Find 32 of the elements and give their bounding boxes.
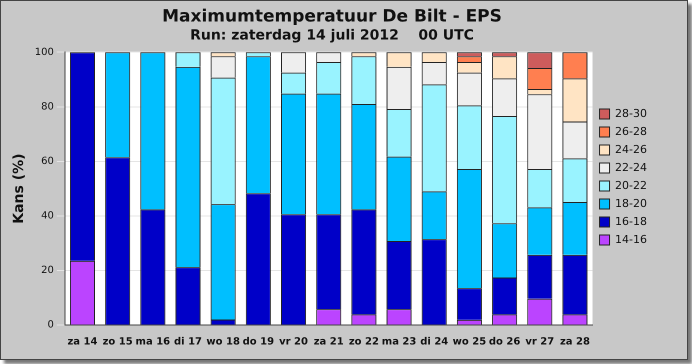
x-tick-label: wo 25	[452, 336, 486, 348]
y-tick-label: 80	[41, 101, 54, 112]
y-axis-title: Kans (%)	[11, 153, 28, 224]
y-tick-label: 40	[41, 210, 54, 222]
y-tick-label: 0	[48, 320, 54, 331]
legend-label: 24-26	[615, 142, 648, 156]
legend-label: 14-16	[615, 232, 648, 246]
x-tick-label: vr 20	[279, 336, 308, 348]
legend-label: 26-28	[615, 124, 648, 138]
x-tick-label: di 17	[174, 336, 202, 348]
x-tick-label: wo 18	[206, 336, 240, 348]
chart-subtitle: Run: zaterdag 14 juli 2012 00 UTC	[190, 27, 474, 44]
x-tick-label: zo 22	[348, 336, 379, 348]
legend-label: 18-20	[615, 196, 648, 210]
y-tick-label: 20	[41, 265, 54, 276]
legend-label: 22-24	[615, 160, 648, 174]
legend-label: 16-18	[615, 214, 648, 228]
x-tick-label: vr 27	[525, 336, 554, 348]
chart-title: Maximumtemperatuur De Bilt - EPS	[162, 6, 502, 27]
x-tick-label: za 14	[67, 336, 98, 348]
x-tick-label: do 26	[488, 336, 520, 348]
x-tick-label: do 19	[242, 336, 274, 348]
x-tick-label: za 28	[560, 336, 590, 348]
x-tick-label: za 21	[314, 336, 344, 348]
y-tick-label: 100	[34, 46, 54, 58]
x-tick-label: zo 15	[102, 336, 133, 348]
x-tick-label: ma 23	[382, 336, 416, 348]
legend-label: 20-22	[615, 178, 648, 192]
x-tick-label: ma 16	[136, 336, 170, 348]
y-tick-label: 60	[41, 156, 54, 167]
x-tick-label: di 24	[420, 336, 448, 348]
legend-label: 28-30	[615, 106, 648, 120]
